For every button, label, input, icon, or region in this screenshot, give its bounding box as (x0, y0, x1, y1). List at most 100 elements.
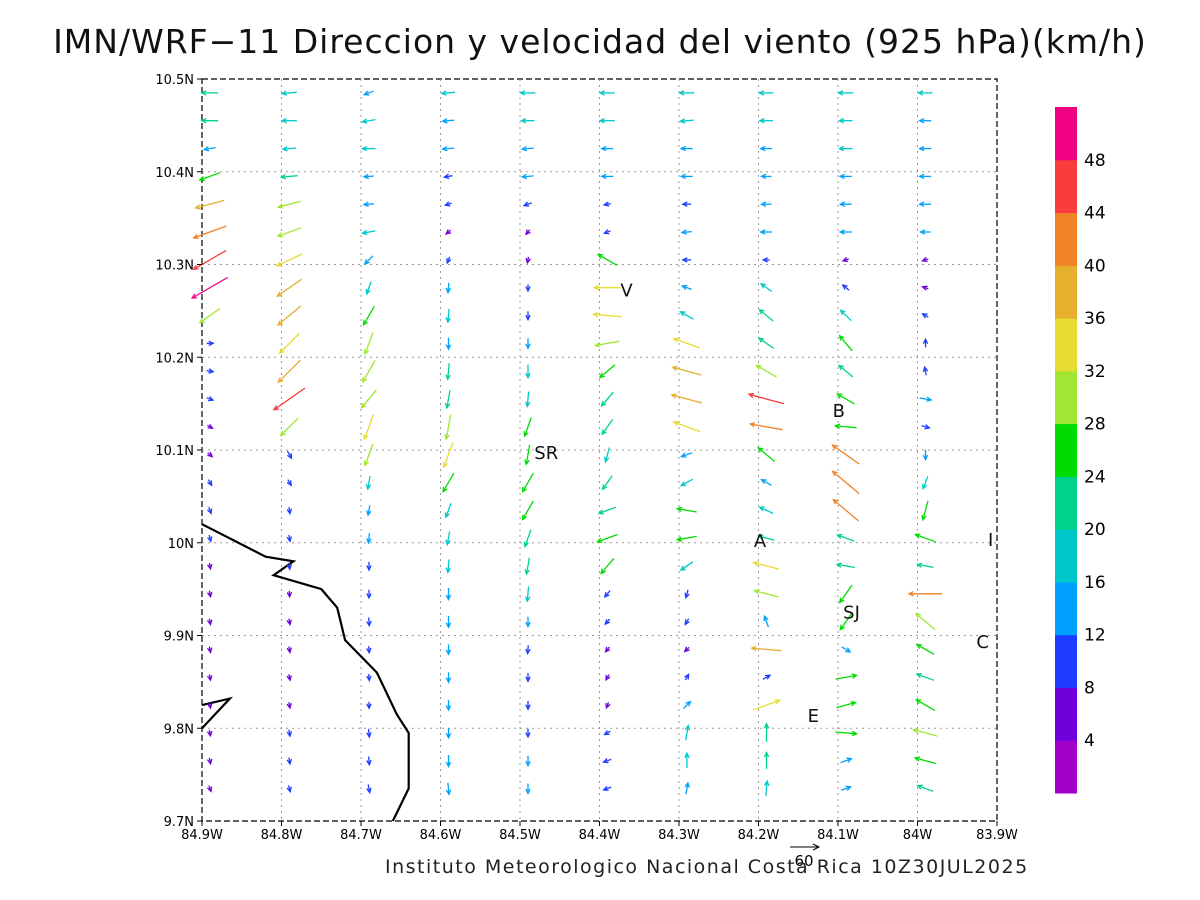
wind-vector-shaft (447, 559, 450, 573)
wind-vector-head (671, 365, 678, 372)
wind-vector (525, 256, 531, 265)
y-tick-label: 9.9N (164, 630, 194, 645)
wind-vector-head (286, 731, 293, 738)
wind-vector (758, 308, 774, 322)
wind-vector-head (600, 145, 607, 152)
wind-vector-head (286, 703, 292, 710)
wind-vector-head (190, 293, 198, 299)
wind-vector (760, 201, 772, 207)
wind-vector-head (921, 285, 928, 291)
wind-vector-head (206, 647, 213, 654)
wind-vector (604, 618, 611, 626)
wind-vector-shaft (673, 337, 701, 349)
wind-vector (445, 615, 452, 629)
wind-vector (672, 420, 701, 433)
wind-vector-shaft (841, 646, 851, 653)
lat-lon-grid (202, 79, 997, 821)
wind-vector-shaft (362, 118, 376, 123)
wind-vector (832, 498, 859, 522)
wind-vector (519, 118, 535, 124)
wind-vector (276, 305, 302, 326)
wind-vector-shaft (193, 225, 227, 239)
wind-vector-head (675, 536, 683, 542)
wind-vector (366, 646, 372, 655)
wind-vector-head (361, 118, 368, 124)
footer-credit: Instituto Meteorologico Nacional Costa R… (385, 856, 1029, 878)
wind-vector (684, 751, 690, 769)
wind-vector-head (524, 569, 530, 576)
wind-vector-head (913, 533, 921, 539)
wind-vector-head (922, 337, 929, 344)
wind-vector-shaft (447, 308, 450, 323)
wind-vector (747, 392, 785, 405)
wind-vector (600, 145, 614, 152)
wind-vector (602, 758, 612, 764)
wind-vector (365, 281, 372, 296)
wind-vector-shaft (917, 563, 934, 569)
wind-vector-head (286, 591, 293, 599)
wind-vector (524, 444, 531, 466)
wind-vector (206, 785, 213, 793)
wind-vector (592, 284, 621, 291)
wind-vector-head (360, 402, 367, 409)
wind-vector-shaft (685, 725, 689, 741)
wind-vector (757, 534, 775, 541)
wind-vector (684, 618, 690, 626)
wind-vector (602, 785, 612, 792)
wind-vector (750, 645, 782, 652)
wind-vector-shaft (758, 535, 775, 541)
wind-vector (360, 389, 377, 409)
wind-vector (596, 253, 618, 266)
colorbar-label: 20 (1084, 520, 1106, 540)
wind-vector (445, 229, 452, 235)
wind-vector-head (839, 309, 846, 316)
wind-vector-head (602, 201, 610, 207)
wind-vector (680, 478, 693, 487)
wind-vector (366, 561, 372, 572)
wind-vector-shaft (916, 643, 935, 655)
wind-vector (524, 391, 531, 408)
wind-vector (525, 229, 531, 236)
wind-vector (922, 337, 929, 348)
wind-vector-head (760, 478, 767, 485)
wind-vector-head (758, 118, 765, 124)
wind-vector-head (603, 730, 610, 736)
wind-vector (366, 673, 372, 683)
wind-vector-head (443, 201, 451, 207)
wind-vector-shaft (832, 470, 860, 495)
wind-vector (603, 730, 611, 736)
wind-vector (593, 340, 620, 348)
wind-vector (206, 396, 215, 402)
wind-vector (361, 229, 376, 236)
wind-vector-shaft (276, 253, 303, 267)
wind-vector (276, 227, 302, 238)
wind-vector (445, 782, 452, 796)
wind-vector (602, 201, 611, 207)
wind-vector (837, 90, 854, 96)
wind-vector-head (521, 514, 528, 521)
colorbar-swatch (1055, 740, 1077, 794)
wind-vector-head (363, 258, 370, 265)
wind-vector-shaft (754, 589, 779, 598)
wind-vector-head (758, 308, 765, 315)
wind-vector-head (524, 459, 530, 466)
wind-vector (679, 173, 693, 180)
wind-vector-head (601, 429, 607, 436)
wind-vector-head (603, 456, 610, 464)
wind-vector-head (280, 90, 288, 96)
wind-vector-head (598, 118, 605, 124)
wind-vector-head (279, 430, 286, 437)
wind-vector-head (680, 229, 687, 235)
wind-vector (363, 255, 374, 265)
wind-vector-head (276, 291, 283, 298)
city-label: V (620, 280, 633, 301)
wind-vector-shaft (193, 249, 227, 270)
wind-vector (206, 562, 213, 571)
wind-vector-shaft (367, 475, 371, 490)
wind-vector-shaft (276, 278, 302, 297)
wind-vector-head (521, 486, 528, 494)
wind-vector-shaft (363, 203, 374, 206)
wind-vector (757, 337, 775, 350)
coastline (201, 523, 410, 822)
wind-vector-shaft (363, 175, 374, 178)
